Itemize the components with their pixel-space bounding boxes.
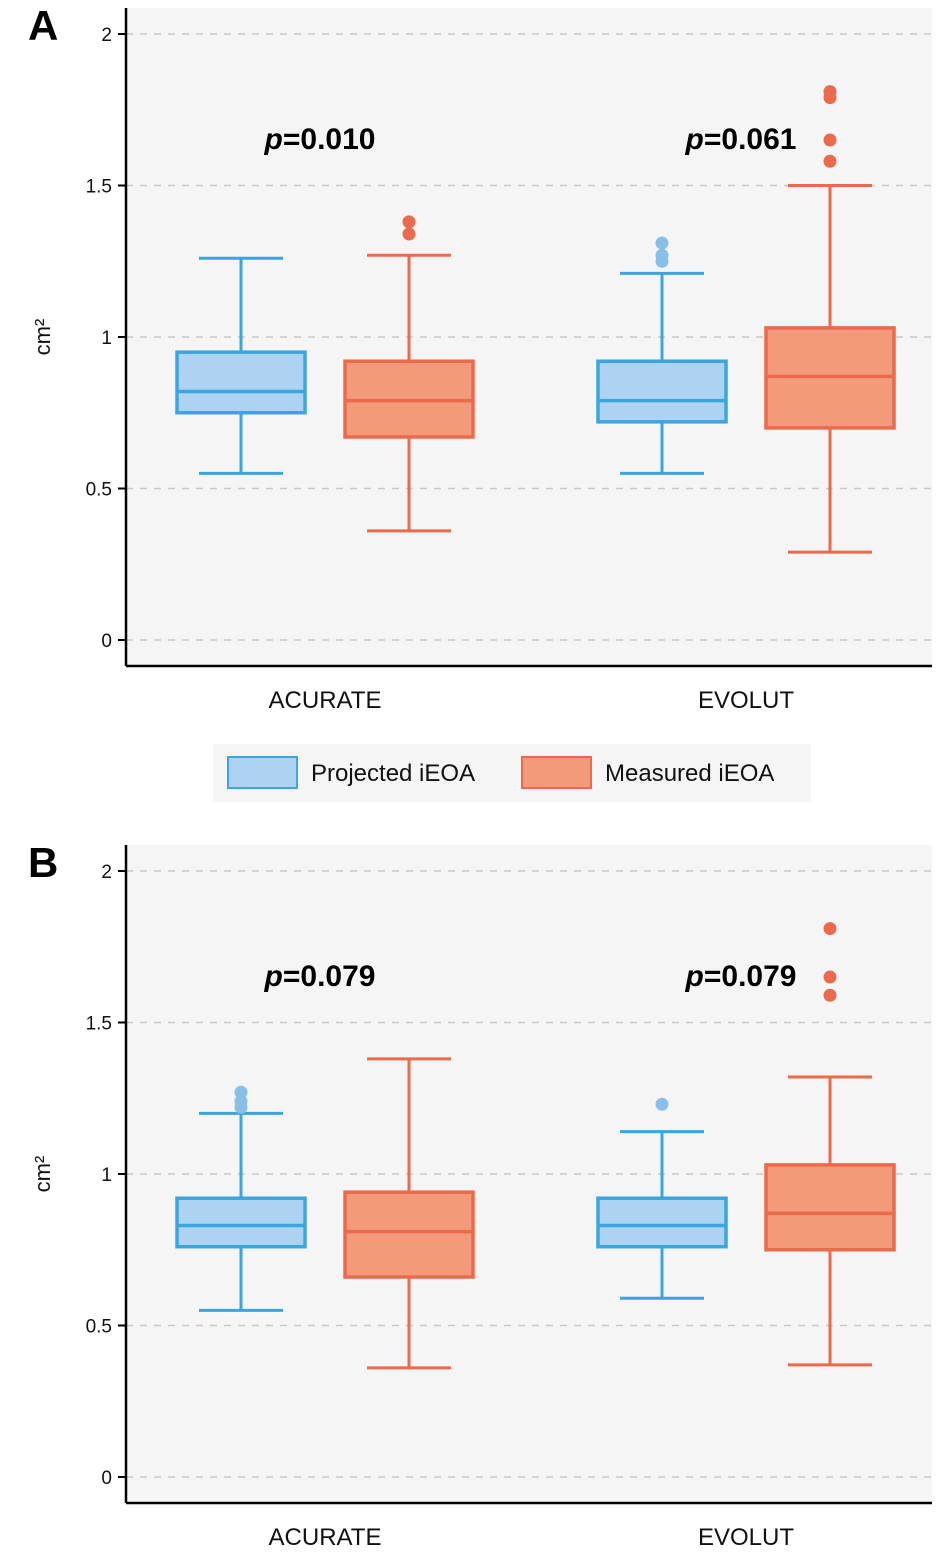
y-tick-label: 1 [101,328,112,349]
legend-background [213,744,811,802]
panel-label: A [28,2,58,49]
x-category-label: EVOLUT [698,1524,794,1551]
x-category-label: EVOLUT [698,687,794,714]
legend-item-projected: Projected iEOA [227,756,475,789]
p-value-annotation: p=0.010 [264,123,376,156]
box-projected-evolut [596,236,728,475]
outlier-point [402,227,416,241]
p-value-annotation: p=0.079 [264,960,376,993]
box-projected-acurate [175,256,307,475]
box-measured-acurate [343,215,475,533]
outlier-point [234,1085,248,1099]
iqr-box [175,350,307,415]
y-tick-label: 0.5 [86,1317,112,1338]
y-axis-label: cm² [30,1156,55,1193]
y-tick-label: 1.5 [86,177,112,198]
outlier-point [234,1094,248,1108]
y-tick-label: 1.5 [86,1014,112,1035]
outlier-point [823,970,837,984]
iqr-box [175,1196,307,1249]
box-measured-evolut [764,85,896,554]
iqr-box [764,1163,896,1252]
p-value-annotation: p=0.079 [685,960,797,993]
legend-swatch [521,756,592,789]
p-value-annotation: p=0.061 [685,123,797,156]
y-tick-label: 0 [101,1468,112,1489]
outlier-point [823,85,837,99]
iqr-box [596,359,728,424]
outlier-point [655,1097,669,1111]
panel-label: B [28,839,58,886]
outlier-point [823,133,837,147]
y-tick-label: 0 [101,631,112,652]
iqr-box [596,1196,728,1249]
y-tick-label: 2 [101,25,112,46]
outlier-point [655,236,669,250]
legend: Projected iEOA Measured iEOA [213,744,811,802]
box-projected-acurate [175,1085,307,1312]
outlier-point [655,248,669,262]
outlier-point [823,988,837,1002]
y-axis-label: cm² [30,319,55,356]
outlier-point [823,154,837,168]
box-measured-evolut [764,922,896,1367]
legend-swatch [227,756,298,789]
legend-item-measured: Measured iEOA [521,756,774,789]
legend-label: Projected iEOA [311,760,475,787]
legend-label: Measured iEOA [605,760,774,787]
box-projected-evolut [596,1097,728,1300]
iqr-box [343,1190,475,1279]
panel-a: A 0 0.5 1 1.5 2 cm² ACURATE EVOLUT p=0.010 p=0.061 [28,2,932,714]
x-category-label: ACURATE [269,1524,382,1551]
y-tick-label: 2 [101,862,112,883]
y-tick-label: 1 [101,1165,112,1186]
outlier-point [823,922,837,936]
panel-b: B 0 0.5 1 1.5 2 cm² ACURATE EVOLUT p=0.079 p=0.079 [28,839,932,1551]
outlier-point [402,215,416,229]
x-category-label: ACURATE [269,687,382,714]
box-measured-acurate [343,1057,475,1370]
y-tick-label: 0.5 [86,480,112,501]
